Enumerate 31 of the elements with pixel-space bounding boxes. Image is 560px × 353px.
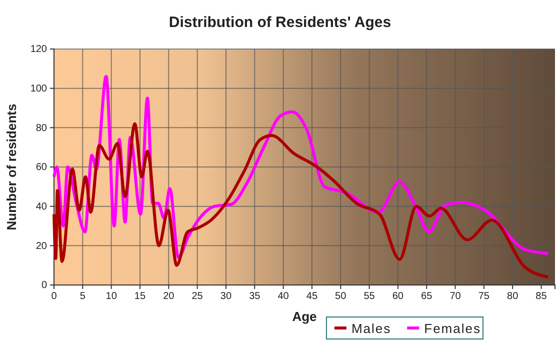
x-tick-label: 0: [51, 291, 58, 302]
x-tick-label: 45: [306, 291, 318, 302]
x-tick-label: 50: [335, 291, 347, 302]
y-tick-label: 60: [36, 162, 48, 174]
x-tick-label: 25: [192, 291, 204, 302]
y-tick-label: 100: [30, 84, 48, 95]
line-series: [52, 122, 550, 279]
x-tick-label: 15: [134, 291, 146, 302]
x-tick-label: 35: [249, 291, 261, 302]
x-tick-label: 80: [507, 291, 519, 302]
chart-title: Distribution of Residents' Ages: [168, 14, 392, 31]
x-tick-label: 40: [278, 291, 290, 302]
x-tick-label: 5: [80, 291, 86, 302]
y-tick-label: 120: [30, 44, 48, 56]
x-tick-label: 75: [478, 291, 490, 302]
y-tick-label: 20: [36, 240, 48, 252]
y-tick-label: 80: [36, 122, 48, 134]
x-tick-label: 60: [392, 291, 404, 302]
y-tick-label: 40: [36, 202, 48, 213]
x-tick-label: 65: [421, 291, 433, 302]
x-tick-label: 10: [106, 291, 118, 302]
x-tick-label: 30: [220, 291, 232, 302]
legend-label: Females: [424, 321, 481, 336]
x-tick-label: 70: [450, 291, 462, 302]
y-axis-title: Number of residents: [4, 104, 19, 230]
x-tick-label: 20: [163, 291, 175, 302]
x-axis-title: Age: [292, 309, 317, 324]
legend-label: Males: [351, 321, 392, 336]
x-tick-label: 55: [364, 291, 376, 302]
y-tick-label: 0: [41, 280, 48, 292]
x-tick-label: 85: [536, 291, 548, 302]
